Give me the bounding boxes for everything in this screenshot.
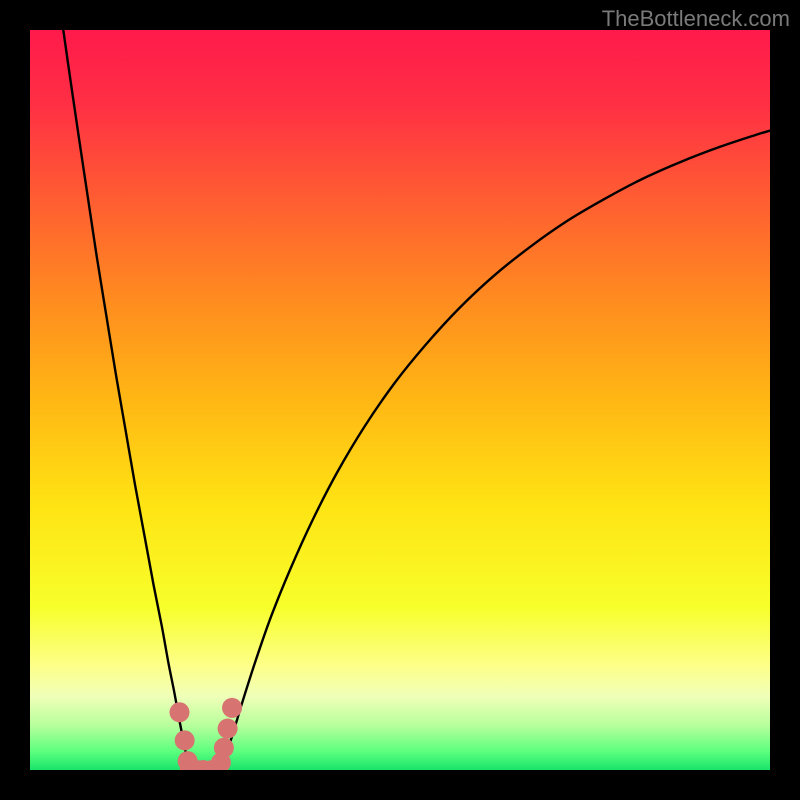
watermark-text: TheBottleneck.com xyxy=(602,6,790,32)
marker-dot xyxy=(214,738,234,758)
gradient-background xyxy=(30,30,770,770)
chart-svg xyxy=(30,30,770,770)
marker-dot xyxy=(175,730,195,750)
marker-dot xyxy=(218,719,238,739)
marker-dot xyxy=(169,702,189,722)
plot-area xyxy=(30,30,770,770)
chart-frame: TheBottleneck.com xyxy=(0,0,800,800)
marker-dot xyxy=(222,698,242,718)
